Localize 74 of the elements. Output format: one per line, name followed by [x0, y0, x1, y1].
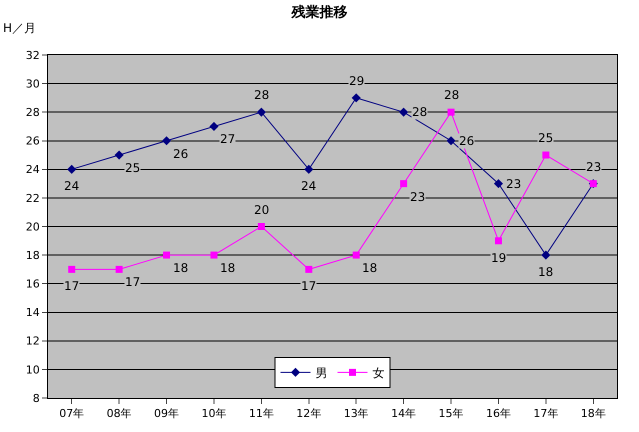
data-label: 29	[349, 74, 364, 88]
point	[352, 93, 361, 102]
x-tick-label: 13年	[344, 407, 369, 420]
data-label: 19	[491, 251, 506, 265]
data-label: 18	[538, 265, 554, 279]
data-label: 20	[254, 203, 270, 217]
y-tick-label: 26	[26, 134, 40, 148]
data-label: 26	[459, 134, 474, 148]
point	[256, 108, 266, 117]
x-tick-label: 17年	[533, 407, 558, 420]
point	[494, 179, 504, 188]
data-label: 25	[538, 131, 554, 145]
y-tick-label: 10	[26, 363, 40, 376]
point	[114, 150, 124, 160]
y-tick-label: 30	[26, 77, 40, 90]
data-label: 17	[64, 279, 80, 293]
point	[304, 164, 314, 174]
x-tick-label: 10年	[201, 407, 226, 420]
y-tick-label: 22	[26, 192, 40, 205]
legend-label: 男	[316, 366, 328, 380]
x-tick-label: 09年	[154, 407, 180, 420]
y-tick-label: 14	[26, 306, 40, 320]
point	[68, 266, 76, 273]
data-label: 24	[64, 179, 80, 193]
x-tick-label: 12年	[296, 407, 322, 420]
point	[305, 266, 312, 273]
x-tick-label: 18年	[580, 407, 606, 420]
point	[399, 108, 408, 117]
point	[209, 122, 219, 132]
data-label: 28	[412, 105, 428, 119]
point	[446, 136, 456, 146]
data-label: 18	[173, 261, 188, 275]
point	[494, 237, 502, 244]
data-label: 23	[506, 177, 522, 191]
point	[352, 252, 360, 259]
x-tick-label: 07年	[59, 407, 84, 420]
data-label: 18	[362, 261, 378, 275]
x-tick-label: 16年	[486, 407, 511, 420]
y-tick-label: 8	[32, 392, 40, 405]
data-label: 17	[301, 279, 316, 293]
point	[258, 223, 265, 230]
x-tick-label: 11年	[248, 407, 274, 420]
y-tick-label: 12	[26, 334, 40, 348]
y-tick-label: 32	[26, 48, 40, 62]
y-axis-title: H／月	[3, 21, 36, 35]
data-label: 26	[173, 147, 188, 161]
y-tick-label: 18	[26, 248, 40, 262]
x-tick-label: 08年	[106, 407, 132, 420]
data-label: 23	[410, 190, 426, 204]
data-label: 25	[125, 161, 140, 175]
point	[116, 266, 123, 273]
y-tick-label: 16	[26, 278, 40, 291]
data-label: 28	[254, 88, 270, 102]
data-label: 27	[220, 132, 236, 146]
point	[210, 252, 218, 259]
y-tick-label: 28	[26, 106, 40, 120]
data-label: 28	[444, 88, 460, 102]
y-tick-label: 24	[26, 163, 40, 176]
point	[400, 180, 408, 188]
point	[541, 250, 550, 260]
point	[448, 108, 455, 116]
point	[163, 252, 170, 259]
point	[67, 164, 76, 174]
data-label: 24	[301, 179, 316, 193]
legend-label: 女	[372, 366, 384, 380]
x-tick-label: 15年	[438, 407, 464, 420]
data-label: 23	[586, 160, 602, 174]
point	[162, 136, 172, 146]
data-label: 18	[220, 261, 236, 275]
x-tick-label: 14年	[391, 407, 416, 420]
y-tick-label: 20	[26, 220, 40, 234]
point	[542, 152, 550, 159]
data-label: 17	[125, 275, 140, 289]
chart-title: 残業推移	[290, 4, 348, 20]
